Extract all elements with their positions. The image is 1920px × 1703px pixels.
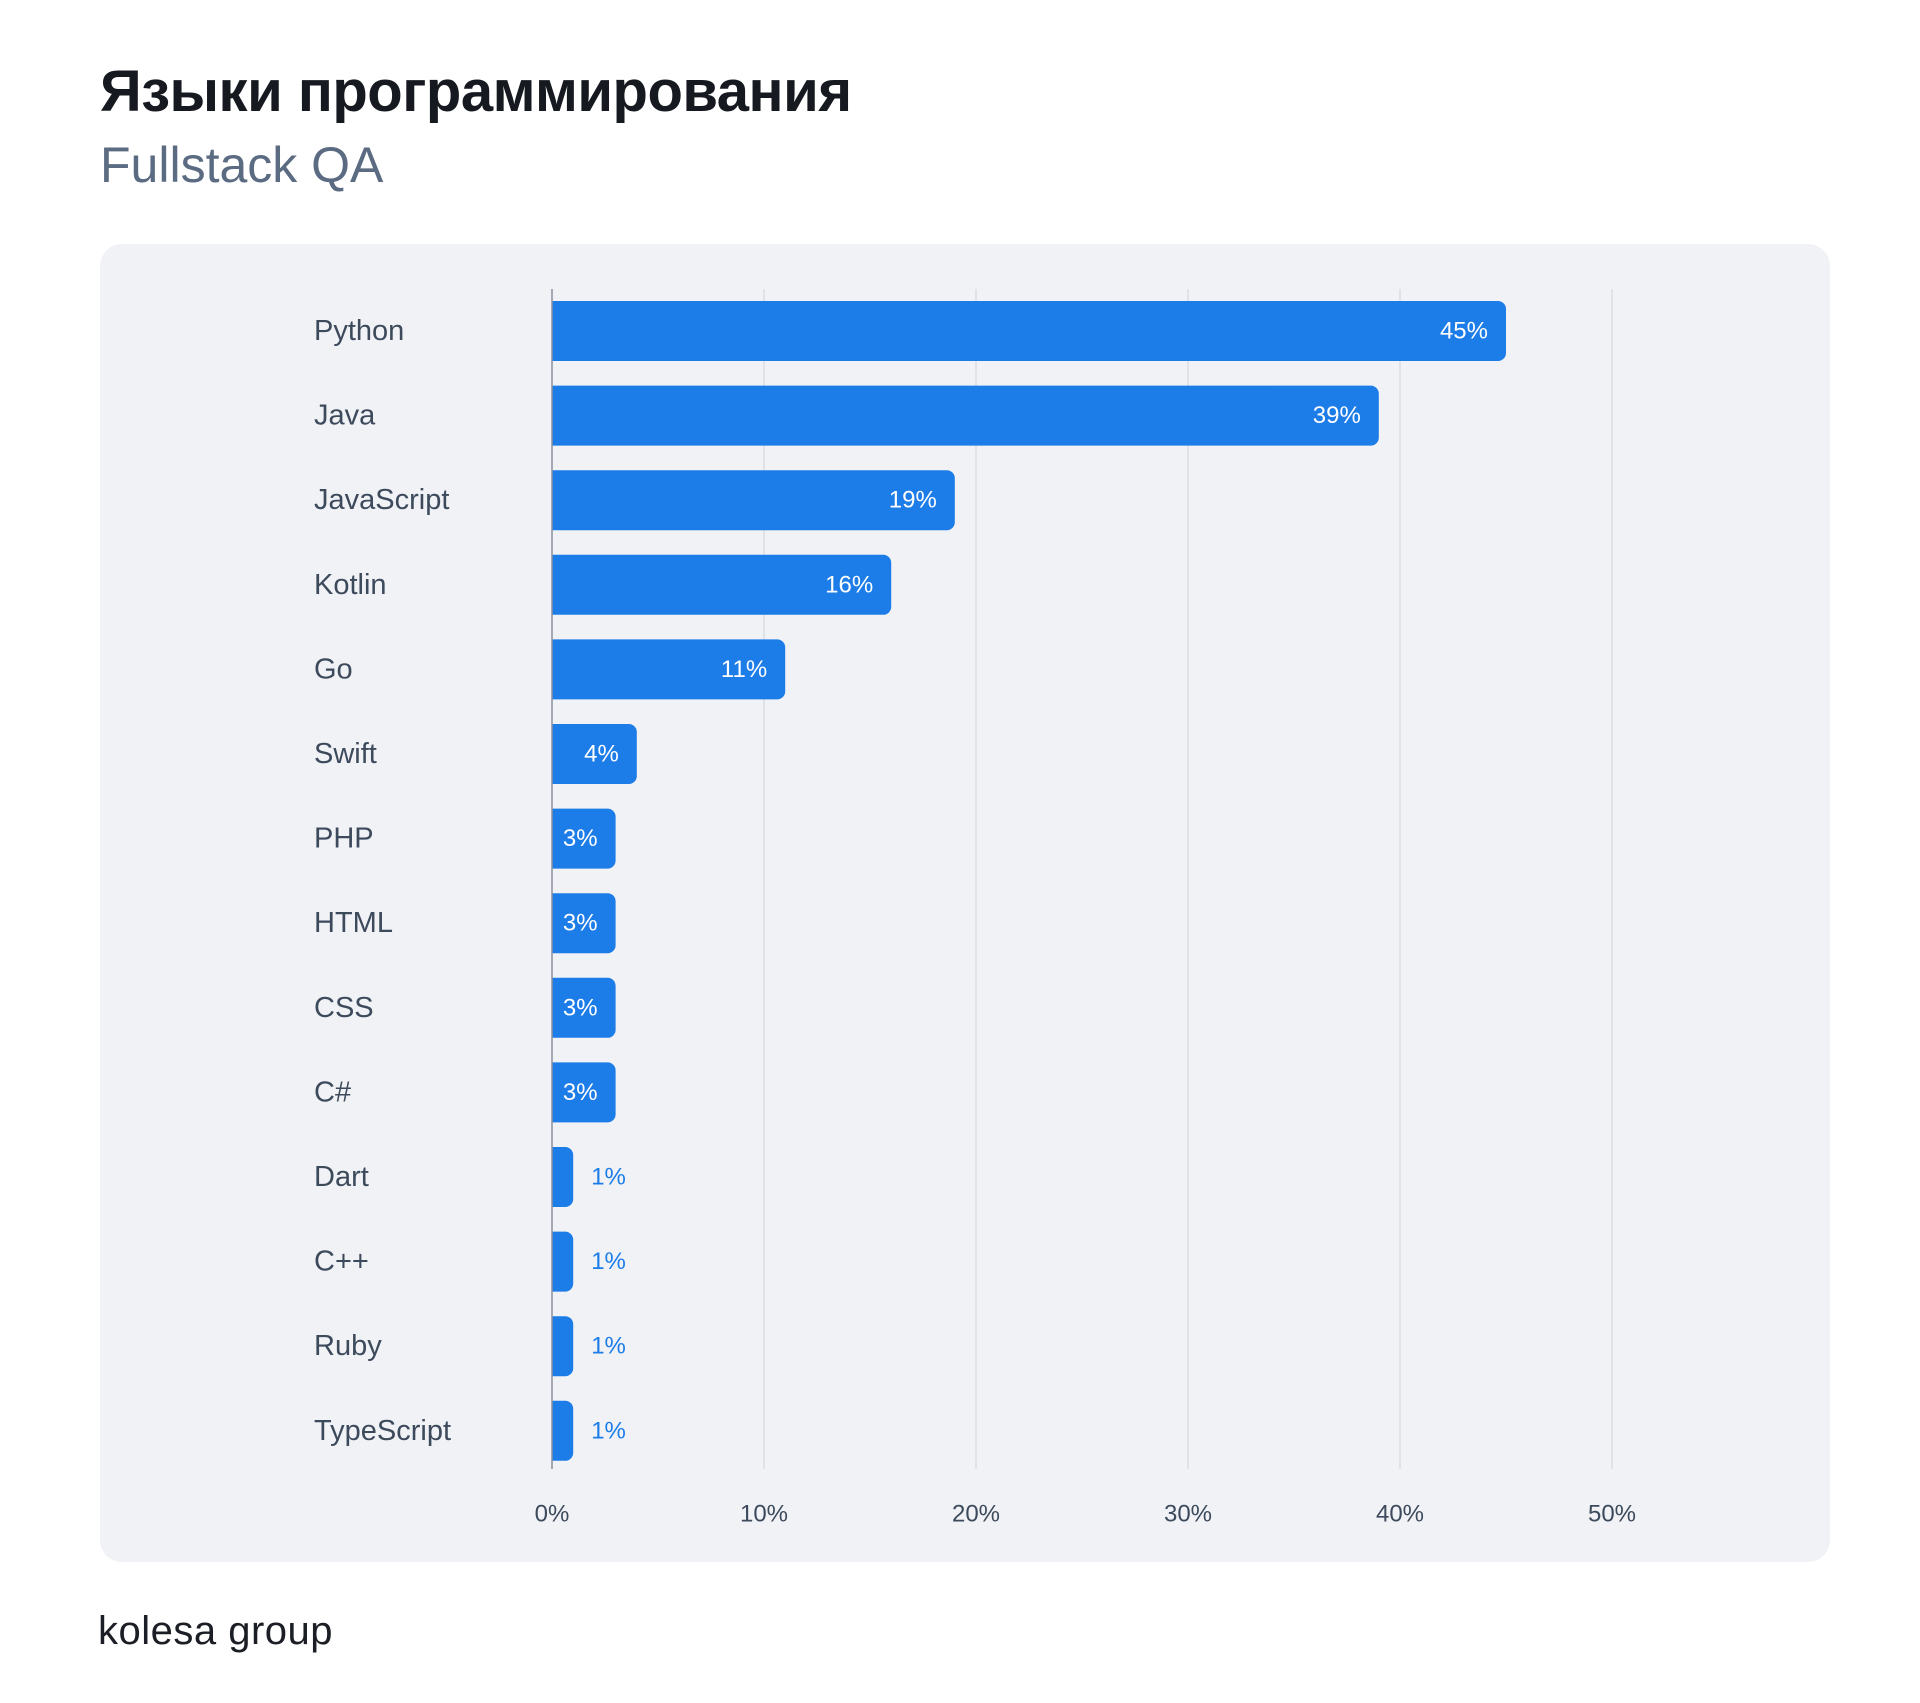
bar-java <box>552 385 1379 446</box>
bar-python <box>552 301 1506 361</box>
bars <box>552 301 1506 1461</box>
page-title: Языки программирования <box>100 59 852 124</box>
x-tick-label-0: 0% <box>535 1501 570 1528</box>
value-label-swift: 4% <box>584 741 619 768</box>
page-subtitle: Fullstack QA <box>100 137 384 193</box>
category-label-python: Python <box>314 315 404 347</box>
category-label-swift: Swift <box>314 738 377 770</box>
value-label-html: 3% <box>563 910 598 937</box>
bar-kotlin <box>552 554 892 615</box>
x-tick-label-10: 10% <box>740 1501 788 1528</box>
x-tick-label-50: 50% <box>1588 1501 1636 1528</box>
value-label-typescript: 1% <box>591 1417 626 1444</box>
value-label-cplusplus: 1% <box>591 1248 626 1275</box>
bar-javascript <box>552 470 955 531</box>
x-tick-label-20: 20% <box>952 1501 1000 1528</box>
value-label-java: 39% <box>1313 402 1361 429</box>
category-labels: Python Java JavaScript Kotlin Go Swift PHP HTML… <box>314 315 451 1447</box>
value-labels: 45% 39% 19% 16% 11% 4% 3% 3% 3% 3% 1% 1% 1% 1% <box>563 318 1488 1445</box>
bar-css <box>552 977 616 1038</box>
brand-logo: kolesa group <box>98 1609 334 1653</box>
x-tick-labels: 0% 10% 20% 30% 40% 50% <box>535 1501 1636 1528</box>
category-label-typescript: TypeScript <box>314 1415 451 1447</box>
category-label-kotlin: Kotlin <box>314 569 387 601</box>
category-label-javascript: JavaScript <box>314 484 449 516</box>
bar-dart <box>552 1147 574 1207</box>
x-tick-label-40: 40% <box>1376 1501 1424 1528</box>
bar-cplusplus <box>552 1231 574 1292</box>
category-label-css: CSS <box>314 992 374 1024</box>
category-label-java: Java <box>314 400 376 432</box>
value-label-dart: 1% <box>591 1164 626 1191</box>
bar-php <box>552 808 616 869</box>
bar-html <box>552 893 616 954</box>
value-label-ruby: 1% <box>591 1333 626 1360</box>
gridlines <box>763 289 1613 1469</box>
bar-swift <box>552 724 637 784</box>
bar-ruby <box>552 1316 574 1377</box>
category-label-dart: Dart <box>314 1161 369 1193</box>
category-label-go: Go <box>314 653 353 685</box>
bar-csharp <box>552 1062 616 1123</box>
bar-go <box>552 639 786 700</box>
value-label-kotlin: 16% <box>825 571 873 598</box>
value-label-javascript: 19% <box>889 487 937 514</box>
category-label-cplusplus: C++ <box>314 1246 369 1278</box>
value-label-css: 3% <box>563 994 598 1021</box>
bar-typescript <box>552 1400 574 1461</box>
x-tick-label-30: 30% <box>1164 1501 1212 1528</box>
category-label-html: HTML <box>314 907 393 939</box>
chart-panel: Python Java JavaScript Kotlin Go Swift PHP HTML… <box>100 244 1830 1562</box>
category-label-csharp: C# <box>314 1076 351 1108</box>
category-label-ruby: Ruby <box>314 1330 382 1362</box>
bar-chart: Python Java JavaScript Kotlin Go Swift PHP HTML… <box>314 289 1636 1528</box>
category-label-php: PHP <box>314 823 374 855</box>
value-label-go: 11% <box>721 656 767 683</box>
value-label-php: 3% <box>563 825 598 852</box>
value-label-csharp: 3% <box>563 1079 598 1106</box>
value-label-python: 45% <box>1440 318 1488 345</box>
